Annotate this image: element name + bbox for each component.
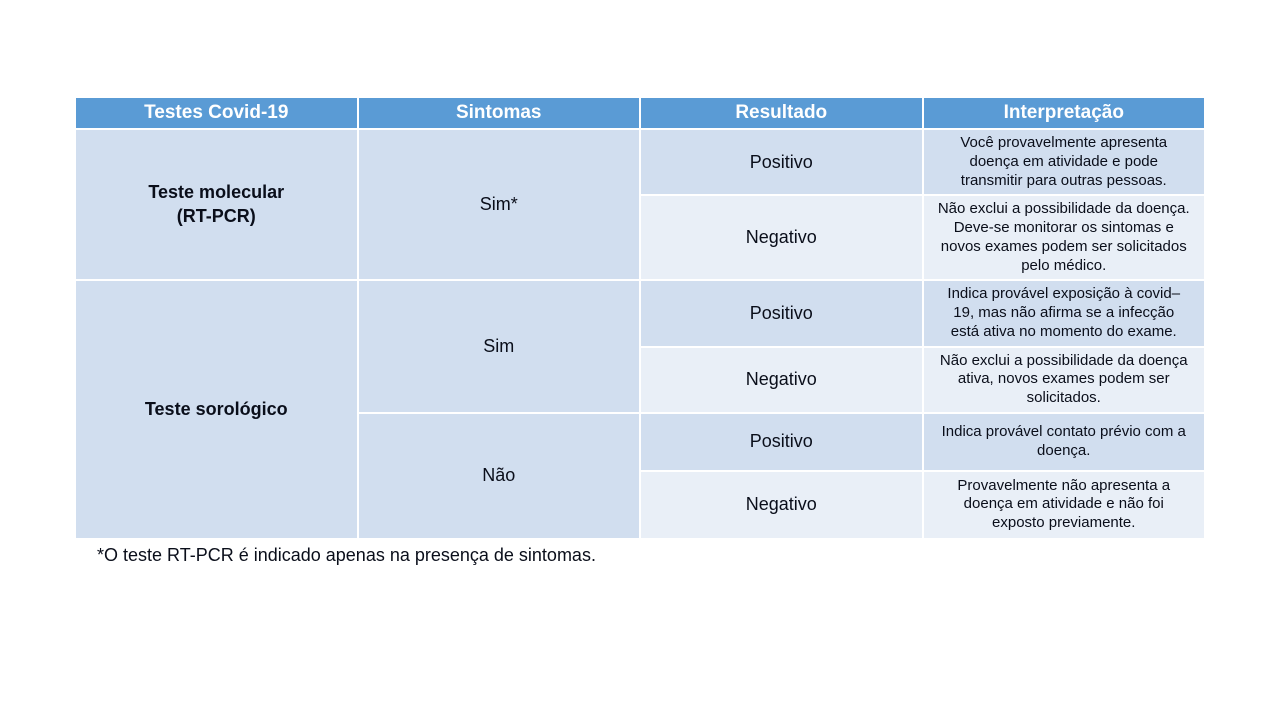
result-cell-positive: Positivo [640,413,923,471]
interpretation-cell: Indica provável contato prévio com a doe… [923,413,1206,471]
footnote-text: *O teste RT-PCR é indicado apenas na pre… [75,539,1205,566]
test-name-sorologico: Teste sorológico [75,280,358,539]
result-cell-negative: Negativo [640,195,923,280]
result-cell-negative: Negativo [640,347,923,413]
interpretation-cell: Você provavelmente apresenta doença em a… [923,129,1206,195]
test-name-rtpcr: Teste molecular (RT-PCR) [75,129,358,280]
interpretation-cell: Não exclui a possibilidade da doença. De… [923,195,1206,280]
col-header-tests: Testes Covid-19 [75,97,358,129]
test-name-line2: (RT-PCR) [177,206,256,226]
symptom-cell: Sim [358,280,641,413]
result-cell-negative: Negativo [640,471,923,539]
col-header-interpretation: Interpretação [923,97,1206,129]
interpretation-cell: Indica provável exposição à covid–19, ma… [923,280,1206,346]
result-cell-positive: Positivo [640,280,923,346]
result-cell-positive: Positivo [640,129,923,195]
col-header-result: Resultado [640,97,923,129]
test-name-line1: Teste sorológico [145,399,288,419]
table-header-row: Testes Covid-19 Sintomas Resultado Inter… [75,97,1205,129]
table-row: Teste sorológico Sim Positivo Indica pro… [75,280,1205,346]
covid-tests-table: Testes Covid-19 Sintomas Resultado Inter… [75,97,1205,539]
interpretation-cell: Não exclui a possibilidade da doença ati… [923,347,1206,413]
interpretation-cell: Provavelmente não apresenta a doença em … [923,471,1206,539]
test-name-line1: Teste molecular [148,182,284,202]
table-row: Teste molecular (RT-PCR) Sim* Positivo V… [75,129,1205,195]
symptom-cell: Sim* [358,129,641,280]
symptom-cell: Não [358,413,641,539]
col-header-symptoms: Sintomas [358,97,641,129]
